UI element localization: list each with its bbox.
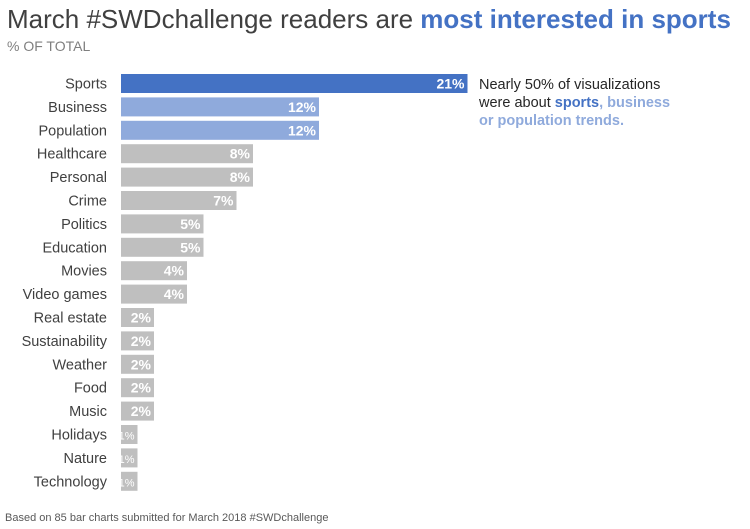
value-label-business: 12% [288,99,317,115]
value-label-sustainability: 2% [131,333,152,349]
bar-video-games [121,284,187,304]
chart-subtitle: % OF TOTAL [7,38,91,54]
category-label-weather: Weather [52,357,107,373]
bar-crime [121,191,237,210]
value-label-healthcare: 8% [230,146,251,162]
bar-business [121,97,319,117]
category-label-education: Education [43,240,108,256]
value-label-education: 5% [180,239,201,255]
callout-line-1: Nearly 50% of visualizations [479,77,661,93]
category-label-nature: Nature [63,451,107,467]
value-label-sports: 21% [436,76,465,92]
callout-prefix: were about [479,95,555,111]
footnote: Based on 85 bar charts submitted for Mar… [5,512,329,524]
bar-sports [121,74,468,93]
bar-politics [121,214,204,234]
value-label-real-estate: 2% [131,310,152,326]
category-label-technology: Technology [34,474,108,490]
bar-holidays [121,425,138,444]
category-label-sustainability: Sustainability [22,334,108,350]
value-label-technology: 1% [119,477,135,489]
callout-text: Nearly 50% of visualizations were about … [479,76,670,130]
category-label-business: Business [48,100,107,116]
bar-movies [121,261,187,281]
bar-real-estate [121,308,154,327]
bar-nature [121,448,138,468]
value-label-crime: 7% [213,193,234,209]
category-label-movies: Movies [61,264,107,280]
callout-line-3: or population trends. [479,113,624,129]
category-label-food: Food [74,381,107,397]
category-label-personal: Personal [50,170,107,186]
value-label-weather: 2% [131,356,152,372]
bar-technology [121,471,138,491]
category-label-holidays: Holidays [51,428,107,444]
bar-sustainability [121,331,154,351]
value-label-video-games: 4% [164,286,185,302]
value-label-population: 12% [288,122,317,138]
bar-weather [121,354,154,374]
value-label-movies: 4% [164,263,185,279]
bar-healthcare [121,144,253,164]
category-label-politics: Politics [61,217,107,233]
category-label-real-estate: Real estate [34,311,107,327]
chart-title: March #SWDchallenge readers are most int… [7,3,731,35]
category-label-crime: Crime [68,194,107,210]
value-label-food: 2% [131,380,152,396]
title-prefix: March #SWDchallenge readers are [7,4,421,34]
category-label-video-games: Video games [23,287,107,303]
category-label-music: Music [69,404,107,420]
bar-food [121,378,154,398]
category-label-sports: Sports [65,77,107,93]
value-label-personal: 8% [230,169,251,185]
bar-personal [121,167,253,187]
bar-population [121,120,319,140]
value-label-music: 2% [131,403,152,419]
title-highlight: most interested in sports [420,4,731,34]
callout-business: business [607,95,671,111]
bar-education [121,237,204,257]
callout-sports: sports [554,95,600,111]
value-label-nature: 1% [119,454,135,466]
value-label-holidays: 1% [119,431,135,443]
callout-comma: , [599,95,604,111]
category-label-population: Population [38,123,107,139]
category-label-healthcare: Healthcare [37,147,107,163]
value-label-politics: 5% [180,216,201,232]
callout-line-2: were about sports, business [479,94,670,112]
bar-music [121,401,154,421]
